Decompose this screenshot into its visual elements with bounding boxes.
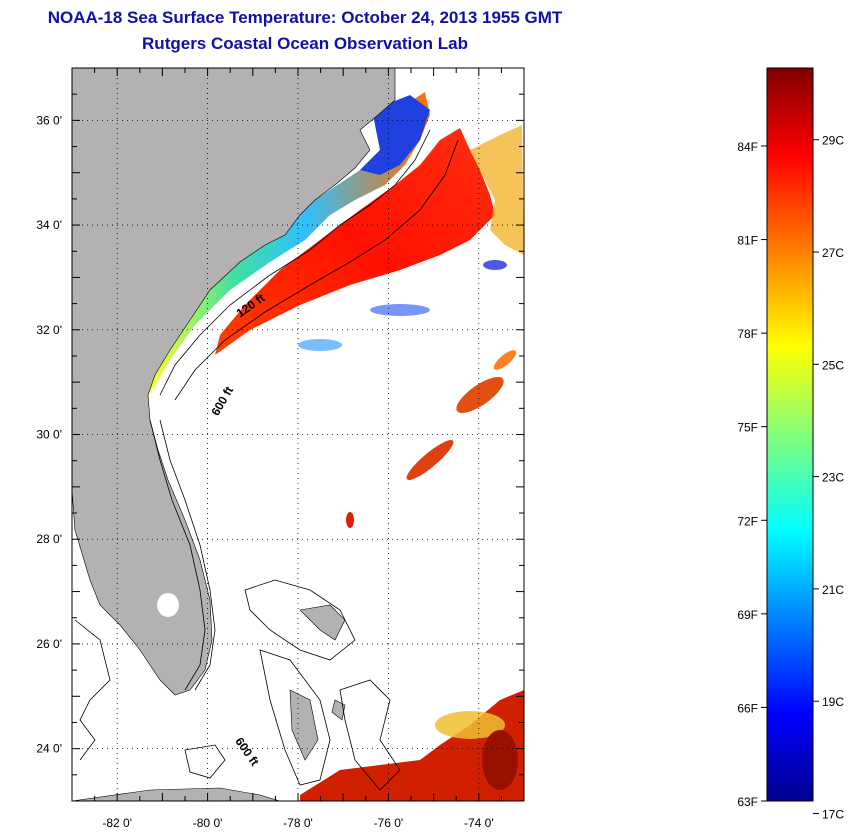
map-title: NOAA-18 Sea Surface Temperature: October… [47,8,563,27]
colorbar-c-label: 29C [822,134,844,148]
map-subtitle: Rutgers Coastal Ocean Observation Lab [142,34,468,53]
lon-tick-label: -76 0' [374,816,404,830]
lat-tick-label: 24 0' [36,742,62,756]
colorbar-f-label: 81F [737,234,758,248]
colorbar-f-label: 69F [737,608,758,622]
lat-tick-label: 36 0' [36,113,62,127]
bahamas-islands [289,604,346,761]
colorbar-f-label: 72F [737,514,758,528]
lon-tick-label: -78 0' [283,816,313,830]
sst-shelf-water [150,92,430,395]
lat-tick-label: 26 0' [36,637,62,651]
lat-tick-label: 32 0' [36,323,62,337]
lat-tick-label: 34 0' [36,218,62,232]
colorbar-c-label: 19C [822,695,844,709]
colorbar-f-label: 63F [737,795,758,809]
latitude-labels: 36 0' 34 0' 32 0' 30 0' 28 0' 26 0' 24 0' [36,113,62,755]
colorbar-f-label: 78F [737,327,758,341]
colorbar-c-label: 25C [822,358,844,372]
cuba-landmass [72,787,281,801]
colorbar-c-label: 23C [822,471,844,485]
colorbar-f-label: 75F [737,421,758,435]
colorbar-c-label: 21C [822,583,844,597]
longitude-labels: -82 0' -80 0' -78 0' -76 0' -74 0' [102,816,493,830]
colorbar-c-label: 17C [822,807,844,821]
lake-okeechobee [157,593,179,617]
sst-southern-warm [300,690,524,801]
sst-gulf-stream [215,128,495,355]
sst-scattered-patches [298,260,517,528]
map-gridlines [72,68,524,801]
colorbar-fahrenheit-labels: 63F 66F 69F 72F 75F 78F 81F 84F [737,140,767,809]
lon-tick-label: -80 0' [193,816,223,830]
temperature-colorbar [766,67,814,802]
colorbar-f-label: 66F [737,701,758,715]
bathymetry-contours [74,129,459,791]
lat-tick-label: 30 0' [36,428,62,442]
map-ticks [71,67,525,802]
lat-tick-label: 28 0' [36,532,62,546]
lon-tick-label: -74 0' [464,816,494,830]
colorbar-celsius-labels: 17C 19C 21C 23C 25C 27C 29C [813,134,844,821]
colorbar-f-label: 84F [737,140,758,154]
lon-tick-label: -82 0' [102,816,132,830]
sst-offshore-warm [470,125,524,255]
colorbar-c-label: 27C [822,246,844,260]
